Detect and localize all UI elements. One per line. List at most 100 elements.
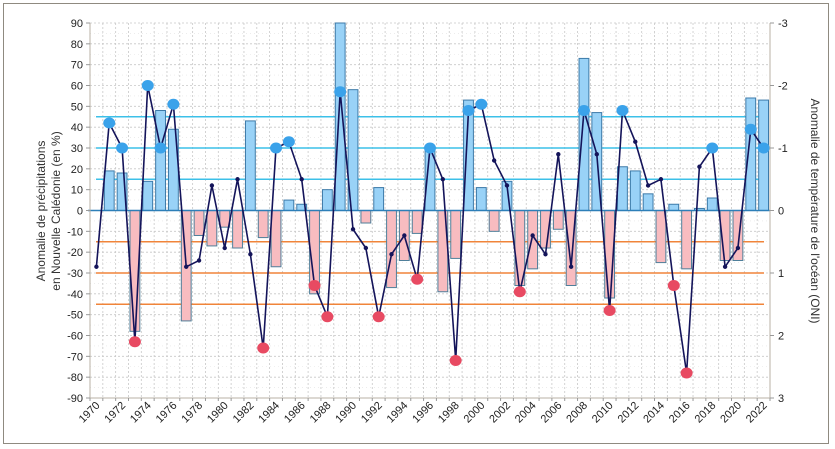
el-nino-marker-2010 bbox=[603, 305, 616, 316]
la-nina-marker-2008 bbox=[577, 105, 590, 116]
right-axis-title: Anomalie de température de l'océan (ONI) bbox=[808, 98, 822, 323]
bar-1988 bbox=[321, 189, 333, 212]
x-tick-label: 1998 bbox=[436, 400, 462, 426]
left-axis-ticks: 90 80 70 60 50 40 30 20 10 0 -10 -20 -30 -40 -50 -60 -70… bbox=[67, 18, 90, 405]
left-axis-title-line2: en Nouvelle Calédonie (en %) bbox=[49, 131, 63, 290]
oni-point-1993 bbox=[389, 252, 394, 257]
oni-point-1981 bbox=[235, 177, 240, 182]
x-tick-label: 1976 bbox=[154, 400, 180, 426]
x-tick-label: 1984 bbox=[256, 400, 282, 426]
bar-1984 bbox=[270, 210, 282, 268]
x-tick-label: 2022 bbox=[744, 400, 770, 426]
oni-point-2005 bbox=[543, 252, 548, 257]
oni-point-2014 bbox=[658, 177, 664, 182]
x-tick-label: 1996 bbox=[410, 400, 436, 426]
el-nino-marker-1992 bbox=[372, 311, 385, 323]
reference-lines bbox=[96, 116, 764, 305]
left-tick-label: -60 bbox=[67, 331, 83, 343]
bar-1971 bbox=[103, 170, 115, 212]
oni-point-1990 bbox=[350, 227, 356, 232]
el-nino-marker-1998 bbox=[449, 355, 462, 366]
oni-point-2013 bbox=[645, 183, 651, 188]
left-tick-label: -20 bbox=[67, 247, 83, 259]
oni-point-2004 bbox=[530, 233, 535, 238]
bar-1975 bbox=[155, 110, 166, 211]
el-nino-marker-2016 bbox=[680, 367, 693, 379]
x-tick-label: 2008 bbox=[564, 400, 590, 426]
oni-point-2007 bbox=[568, 264, 574, 269]
bar-2000 bbox=[475, 187, 487, 211]
oni-point-2017 bbox=[697, 164, 702, 169]
oni-point-2006 bbox=[556, 152, 561, 157]
la-nina-marker-1971 bbox=[103, 117, 116, 129]
bar-2012 bbox=[629, 170, 641, 212]
right-tick-label: 1 bbox=[778, 268, 784, 280]
oni-point-2001 bbox=[491, 158, 497, 163]
oni-point-2019 bbox=[722, 264, 728, 269]
bar-1985 bbox=[283, 199, 295, 211]
x-tick-label: 1992 bbox=[359, 400, 385, 426]
oni-point-1979 bbox=[209, 183, 215, 188]
left-tick-label: -40 bbox=[67, 289, 83, 301]
x-axis-ticks: 1970 1972 1974 1976 1978 1980 1982 1984 1986 1988… bbox=[77, 398, 771, 426]
right-axis-ticks: -3 -2 -1 0 1 2 3 bbox=[770, 18, 788, 405]
la-nina-marker-2022 bbox=[757, 142, 770, 154]
x-tick-label: 2000 bbox=[462, 400, 488, 426]
bar-2018 bbox=[706, 197, 718, 211]
x-tick-label: 1994 bbox=[385, 400, 411, 426]
x-tick-label: 1980 bbox=[205, 400, 231, 426]
bar-2022 bbox=[758, 99, 769, 211]
left-tick-label: -10 bbox=[67, 226, 83, 238]
la-nina-marker-1972 bbox=[116, 142, 129, 154]
left-tick-label: 30 bbox=[71, 143, 83, 155]
right-tick-label: 2 bbox=[778, 331, 784, 343]
la-nina-marker-1975 bbox=[154, 142, 167, 154]
x-tick-label: 2006 bbox=[539, 400, 565, 426]
bar-1983 bbox=[257, 210, 269, 239]
left-tick-label: -90 bbox=[67, 393, 83, 405]
la-nina-marker-1974 bbox=[141, 80, 154, 91]
bar-1980 bbox=[219, 210, 231, 228]
oni-point-1986 bbox=[299, 177, 304, 182]
la-nina-marker-2011 bbox=[616, 105, 629, 116]
oni-point-1977 bbox=[184, 264, 189, 269]
la-nina-marker-2021 bbox=[744, 123, 757, 135]
la-nina-marker-1996 bbox=[424, 142, 436, 154]
left-tick-label: 70 bbox=[71, 60, 83, 72]
x-tick-label: 1978 bbox=[179, 400, 205, 426]
oni-point-1970 bbox=[94, 264, 99, 269]
left-tick-label: 80 bbox=[71, 39, 83, 51]
left-tick-label: 10 bbox=[71, 185, 83, 197]
x-tick-label: 2010 bbox=[590, 400, 616, 426]
bar-1992 bbox=[373, 187, 385, 211]
oni-point-1994 bbox=[402, 233, 407, 238]
bar-2008 bbox=[578, 57, 590, 211]
bar-2016 bbox=[681, 210, 693, 270]
x-tick-label: 1986 bbox=[282, 400, 308, 426]
bar-1974 bbox=[142, 180, 154, 211]
right-tick-label: 0 bbox=[778, 206, 784, 218]
oni-point-2020 bbox=[735, 245, 741, 251]
oni-point-1982 bbox=[248, 252, 253, 257]
right-tick-label: -3 bbox=[778, 18, 788, 30]
el-nino-marker-2015 bbox=[667, 280, 680, 291]
bar-1998 bbox=[450, 210, 462, 259]
left-tick-label: -50 bbox=[67, 310, 83, 322]
bar-1995 bbox=[411, 210, 423, 234]
la-nina-marker-1999 bbox=[462, 105, 475, 116]
left-tick-label: 40 bbox=[71, 122, 83, 134]
la-nina-marker-2000 bbox=[475, 98, 488, 110]
x-tick-label: 1990 bbox=[333, 400, 359, 426]
el-nino-marker-1983 bbox=[257, 342, 270, 354]
x-tick-label: 2002 bbox=[487, 400, 513, 426]
bar-1982 bbox=[244, 120, 256, 211]
oni-point-2009 bbox=[594, 152, 599, 157]
bar-1979 bbox=[206, 210, 218, 247]
bar-2014 bbox=[655, 210, 667, 264]
right-tick-label: -1 bbox=[778, 143, 788, 155]
oni-point-1978 bbox=[196, 258, 202, 263]
el-nino-marker-1973 bbox=[128, 336, 141, 348]
right-tick-label: -2 bbox=[778, 81, 788, 93]
x-tick-label: 2014 bbox=[641, 400, 667, 426]
